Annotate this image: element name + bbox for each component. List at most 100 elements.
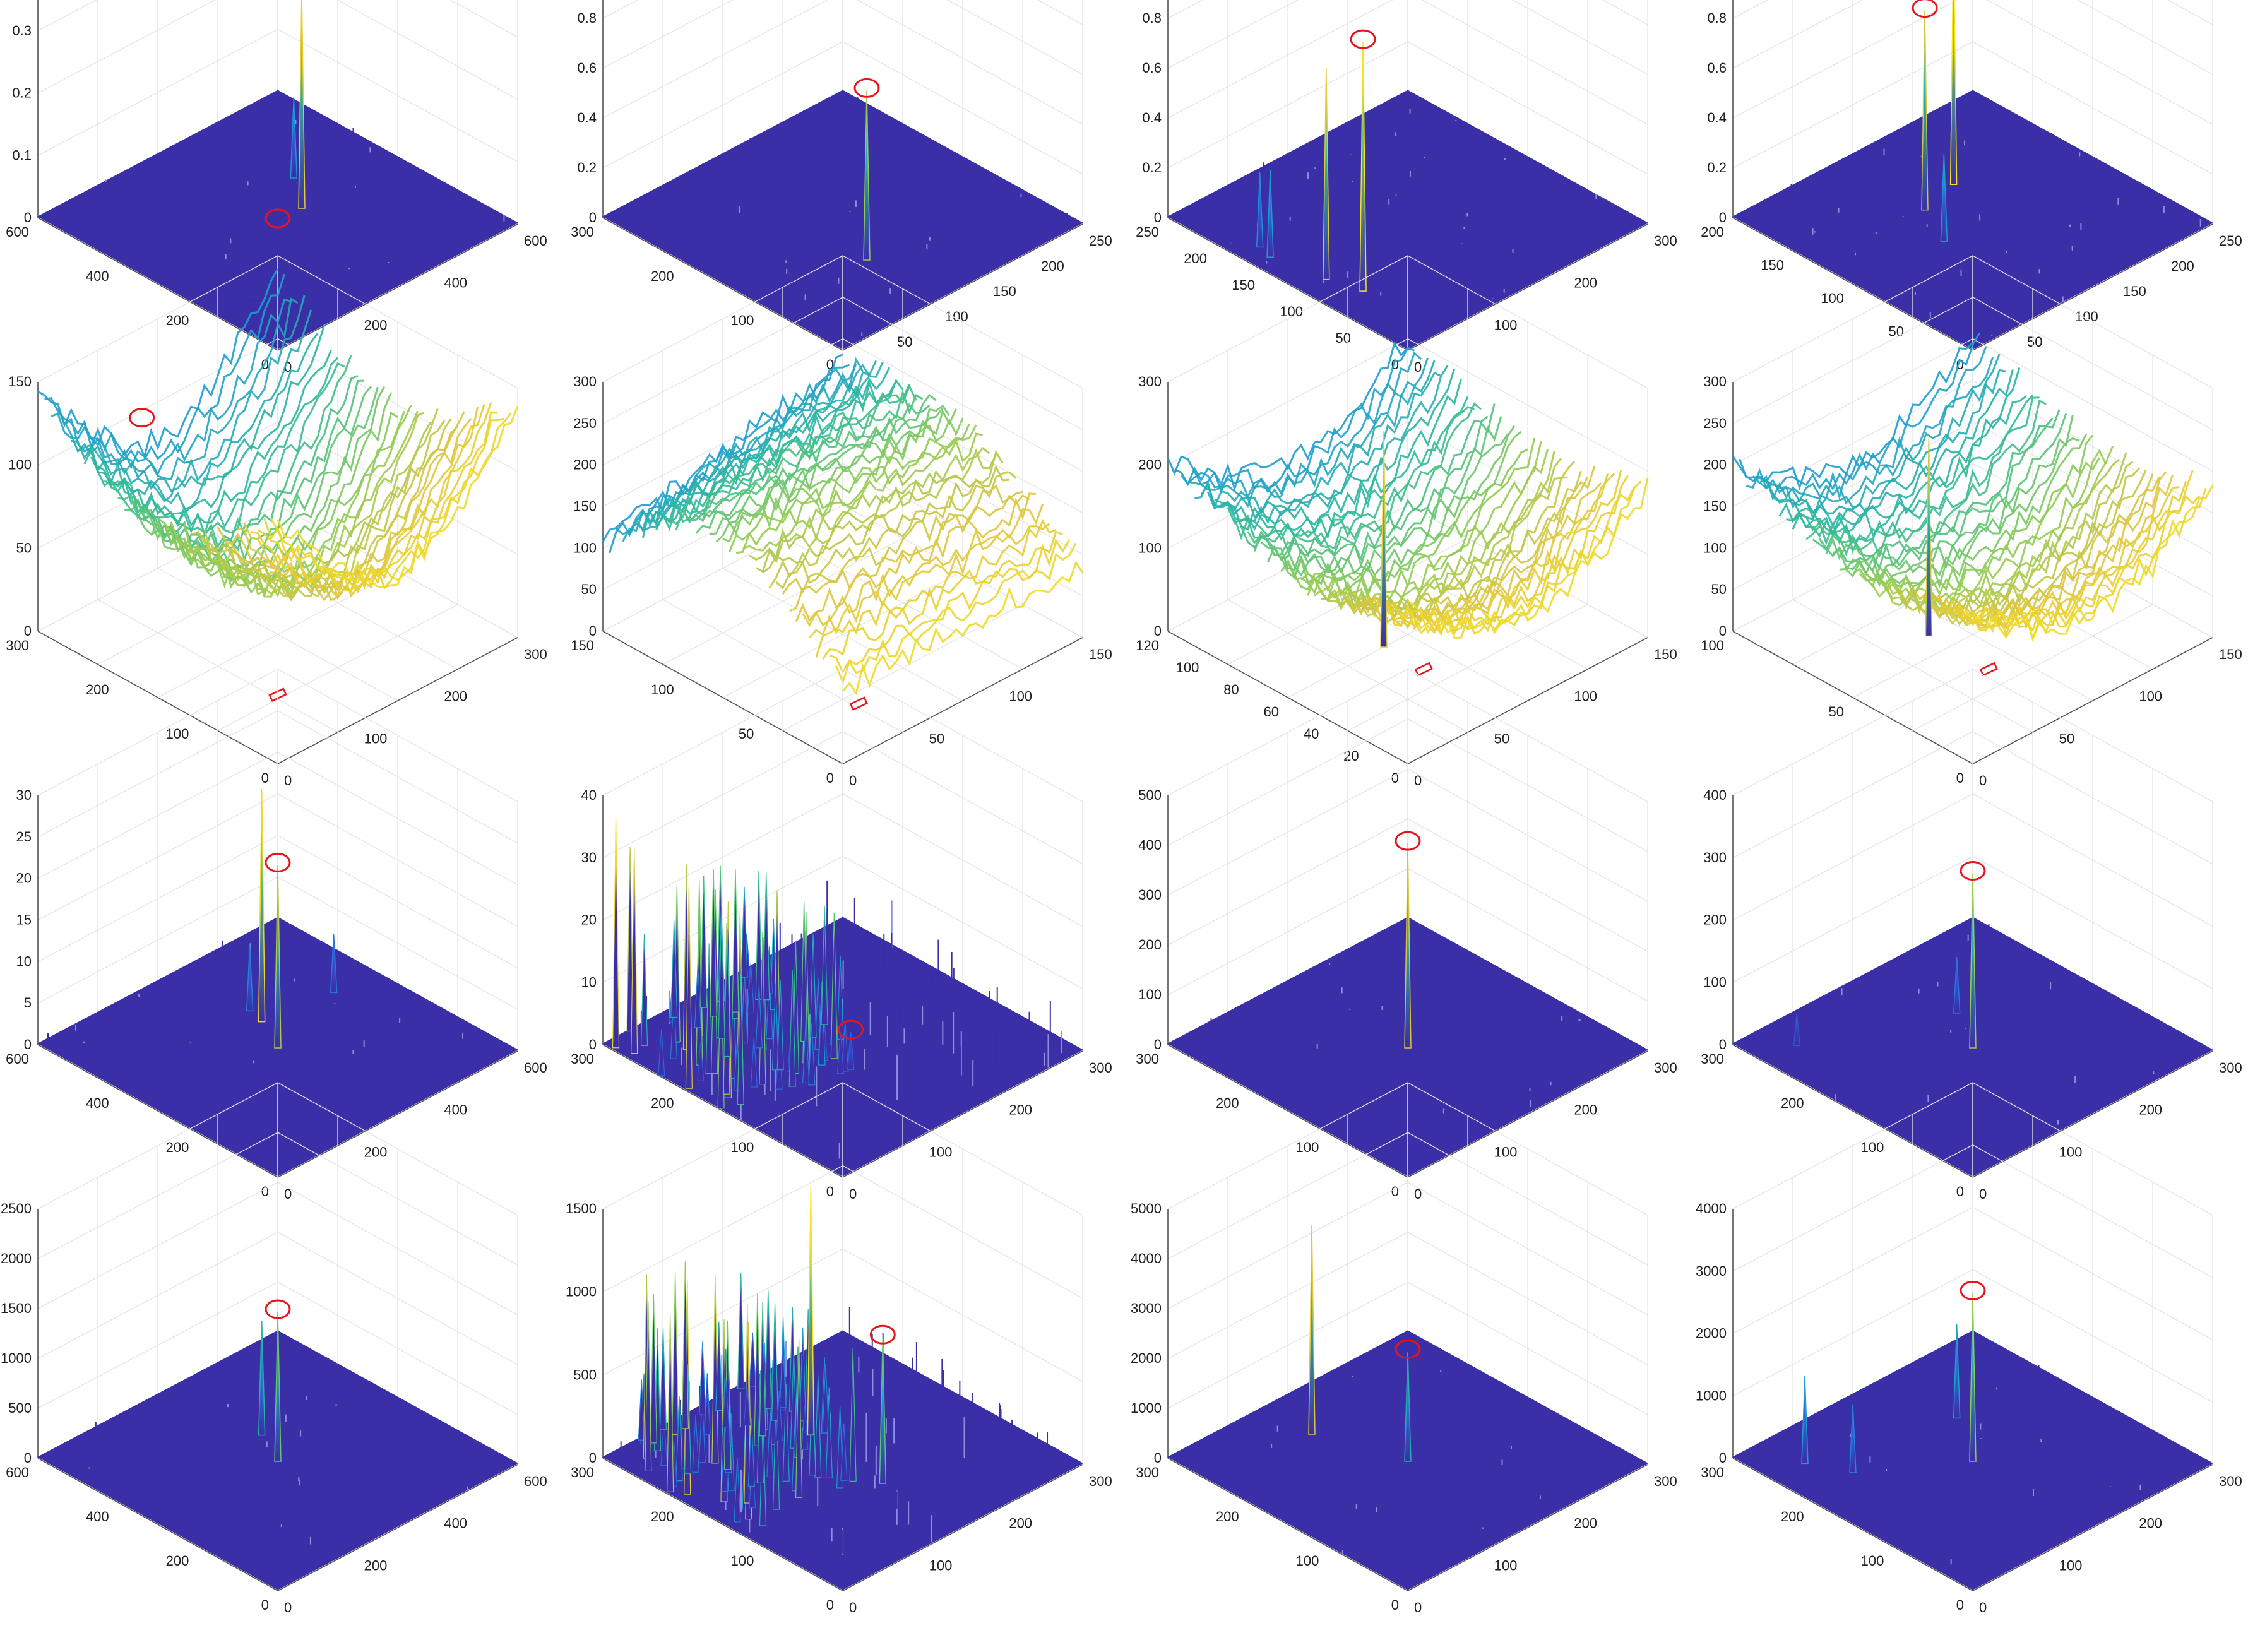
x-tick-label: 100: [2139, 689, 2162, 704]
x-tick-label: 100: [929, 1557, 953, 1573]
z-tick-label: 0.2: [577, 160, 597, 175]
peak-marker-circle: [838, 1019, 864, 1040]
y-tick-label: 200: [1216, 1509, 1239, 1524]
peak-spike: [1308, 1225, 1316, 1435]
z-tick-label: 1000: [566, 1284, 597, 1300]
x-tick-label: 200: [1041, 258, 1064, 274]
y-tick-label: 150: [1232, 277, 1255, 293]
z-tick-label: 50: [581, 581, 597, 597]
z-tick-label: 100: [8, 457, 32, 473]
y-tick-label: 50: [739, 726, 754, 742]
x-tick-label: 100: [1494, 1557, 1518, 1573]
z-tick-label: 1500: [1, 1300, 32, 1316]
y-tick-label: 0: [261, 770, 269, 786]
x-tick-label: 400: [444, 275, 467, 291]
y-tick-label: 200: [1781, 1509, 1804, 1524]
x-tick-label: 300: [2219, 1473, 2242, 1489]
x-tick-label: 600: [524, 1060, 547, 1076]
x-tick-label: 300: [1654, 1060, 1677, 1076]
subplot-r0-c3: 00.20.40.60.8150100150200250050100150200: [1701, 0, 2242, 372]
y-tick-label: 300: [571, 224, 594, 240]
peak-marker-circle: [265, 208, 291, 229]
y-tick-label: 50: [1889, 324, 1904, 340]
x-tick-label: 200: [444, 689, 467, 704]
y-tick-label: 60: [1264, 704, 1279, 720]
y-tick-label: 80: [1223, 682, 1239, 698]
peak-spike: [258, 788, 266, 1023]
z-tick-label: 0: [24, 1037, 32, 1052]
z-tick-label: 0.1: [12, 147, 32, 163]
x-tick-label: 50: [1494, 730, 1509, 746]
z-tick-label: 100: [1703, 974, 1727, 990]
z-tick-label: 300: [1138, 887, 1162, 903]
x-tick-label: 0: [849, 1600, 857, 1615]
z-tick-label: 0.4: [1142, 110, 1162, 126]
z-tick-label: 100: [1703, 540, 1727, 556]
z-tick-label: 0: [1719, 623, 1727, 639]
z-tick-label: 0: [1719, 210, 1727, 225]
z-tick-label: 2000: [1, 1251, 32, 1266]
z-tick-label: 1000: [1, 1350, 32, 1366]
x-tick-label: 400: [444, 1102, 467, 1118]
z-tick-label: 30: [16, 787, 32, 803]
peak-spike: [847, 1032, 855, 1071]
peak-marker-circle: [869, 1324, 896, 1345]
subplot-r0-c0: 00.10.20.30.402004006000200400600: [6, 0, 547, 375]
x-tick-label: 300: [524, 646, 547, 662]
subplot-r1-c2: 0 100 200 300 0 50 100 150 0 20 40 60 80 100 120: [1136, 255, 1677, 788]
y-tick-label: 300: [1136, 1465, 1159, 1480]
y-tick-label: 0: [1391, 1184, 1399, 1199]
y-tick-label: 100: [1861, 1139, 1884, 1155]
z-tick-label: 500: [8, 1400, 32, 1416]
y-tick-label: 50: [1336, 330, 1351, 346]
peak-spike: [1801, 1376, 1809, 1465]
z-tick-label: 0.2: [1142, 160, 1162, 175]
z-tick-label: 200: [1138, 937, 1162, 953]
peak-marker-circle: [1395, 831, 1421, 851]
z-tick-label: 0: [1154, 1037, 1162, 1052]
z-tick-label: 0.8: [577, 10, 597, 26]
z-tick-label: 100: [1138, 540, 1162, 556]
x-tick-label: 100: [1494, 317, 1518, 333]
peak-spike: [1256, 172, 1264, 248]
y-tick-label: 20: [1343, 748, 1359, 764]
z-tick-label: 0: [589, 210, 597, 225]
y-tick-label: 200: [651, 1509, 674, 1524]
peak-spike: [1953, 957, 1961, 1014]
z-tick-label: 0: [1719, 1450, 1727, 1466]
peak-spike: [1266, 169, 1274, 258]
y-tick-label: 0: [261, 1597, 269, 1613]
x-tick-label: 200: [1009, 1102, 1032, 1118]
surface: [1167, 843, 1649, 1177]
z-tick-label: 5000: [1131, 1201, 1162, 1216]
x-tick-label: 200: [1574, 1516, 1597, 1531]
y-tick-label: 600: [6, 1465, 29, 1480]
x-tick-label: 250: [1089, 233, 1112, 249]
axis-lines: [602, 1209, 1083, 1591]
z-tick-label: 30: [581, 850, 597, 865]
z-tick-label: 1000: [1131, 1400, 1162, 1416]
peak-spike: [1940, 153, 1948, 242]
axis-lines: [37, 382, 518, 764]
z-tick-label: 50: [16, 540, 32, 556]
y-tick-label: 0: [1956, 1184, 1964, 1199]
x-tick-label: 200: [2171, 258, 2194, 274]
x-tick-label: 100: [364, 730, 388, 746]
z-tick-label: 1000: [1696, 1388, 1727, 1403]
y-tick-label: 100: [1821, 290, 1844, 306]
axis-lines: [37, 1209, 518, 1591]
x-tick-label: 200: [1574, 1102, 1597, 1118]
y-tick-label: 100: [1176, 660, 1199, 675]
axis-lines: [37, 795, 518, 1178]
y-tick-label: 0: [1956, 770, 1964, 786]
z-tick-label: 50: [1711, 581, 1727, 597]
x-tick-label: 150: [1089, 646, 1112, 662]
x-tick-label: 300: [1089, 1473, 1112, 1489]
x-tick-label: 200: [364, 1144, 388, 1160]
y-tick-label: 600: [6, 1051, 29, 1067]
